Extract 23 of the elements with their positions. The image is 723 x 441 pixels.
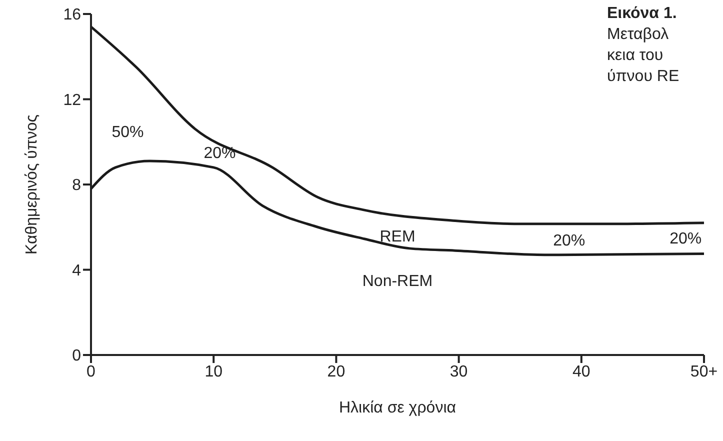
x-tick-label: 10 [204, 363, 223, 380]
x-tick-label: 30 [450, 363, 468, 380]
y-tick-label: 0 [72, 348, 82, 365]
y-tick-label: 8 [72, 177, 82, 194]
y-tick-label: 16 [63, 6, 82, 24]
annotation: ύπνου RE [607, 67, 680, 87]
annotation: REM [380, 228, 416, 246]
annotation: 20% [204, 145, 236, 162]
annotation: 20% [670, 230, 702, 248]
chart-title: Εικόνα 1. [607, 4, 678, 24]
y-tick-label: 4 [72, 262, 82, 280]
annotation: 20% [553, 232, 586, 250]
annotation: Non-REM [362, 273, 433, 290]
x-tick-label: 50+ [690, 363, 718, 380]
x-axis-title: Ηλικία σε χρόνια [338, 399, 456, 416]
x-tick-label: 20 [327, 363, 346, 380]
y-axis-title: Καθημερινός ύπνος [24, 114, 41, 254]
x-tick-label: 0 [86, 363, 96, 380]
annotation: Μεταβολ [607, 25, 670, 45]
annotation: 50% [112, 124, 144, 141]
x-tick-label: 40 [572, 363, 590, 380]
annotation: κεια του [607, 46, 664, 66]
y-tick-label: 12 [63, 92, 82, 109]
